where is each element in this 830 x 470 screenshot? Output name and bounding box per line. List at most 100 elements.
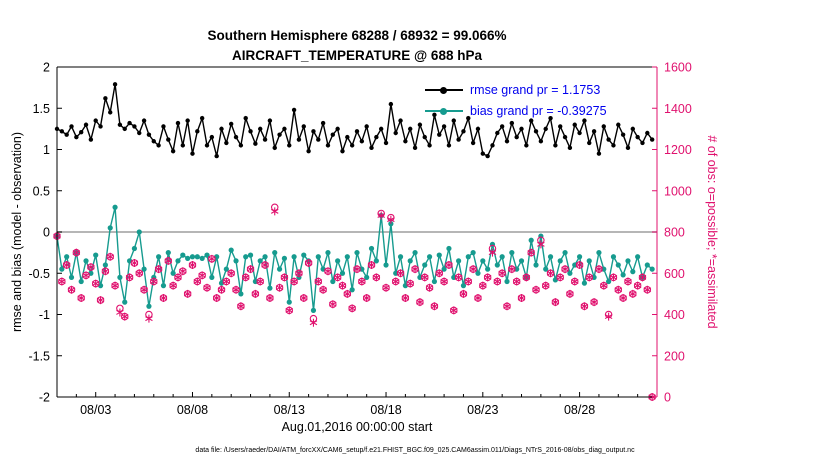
assimilated-marker: [203, 283, 211, 292]
left-tick-label: 1: [43, 143, 50, 157]
rmse-marker: [204, 143, 210, 148]
bias-marker: [93, 252, 99, 258]
rmse-marker: [78, 129, 84, 135]
assimilated-marker: [295, 269, 303, 278]
rmse-marker: [432, 112, 437, 118]
bias-marker: [330, 278, 336, 285]
bias-marker: [547, 254, 554, 260]
bias-marker: [141, 266, 147, 272]
assimilated-marker: [285, 306, 294, 315]
bias-line: [56, 207, 653, 311]
bias-marker: [562, 250, 568, 256]
assimilated-marker: [101, 267, 110, 276]
bias-marker: [170, 270, 176, 276]
rmse-marker: [83, 122, 89, 127]
rmse-marker: [412, 145, 418, 151]
rmse-marker: [349, 143, 355, 148]
rmse-marker: [572, 122, 577, 127]
bias-marker: [349, 287, 355, 293]
assimilated-marker: [425, 283, 434, 292]
right-tick-label: 0: [664, 391, 671, 405]
bias-marker: [209, 274, 215, 280]
bias-marker: [397, 254, 404, 260]
bias-marker: [310, 307, 317, 313]
bias-marker: [407, 258, 413, 264]
assimilated-marker: [183, 289, 192, 298]
assimilated-marker: [551, 298, 560, 307]
rmse-marker: [504, 139, 510, 144]
bias-marker: [625, 258, 631, 264]
right-tick-label: 600: [664, 267, 685, 281]
rmse-marker: [446, 143, 452, 148]
bias-marker: [189, 254, 196, 260]
assimilated-marker: [329, 300, 337, 309]
assimilated-marker: [304, 258, 313, 267]
rmse-marker: [553, 143, 558, 148]
assimilated-marker: [604, 312, 613, 321]
bias-marker: [112, 204, 118, 210]
rmse-marker: [233, 134, 239, 140]
bias-marker: [185, 255, 191, 261]
rmse-marker: [98, 124, 103, 129]
assimilated-marker: [125, 273, 134, 282]
bias-marker: [436, 252, 442, 258]
legend-row-rmse: rmse grand pr = 1.1753: [425, 79, 607, 100]
rmse-marker: [272, 145, 277, 151]
rmse-marker: [606, 137, 611, 142]
bias-marker: [383, 262, 389, 268]
bias-marker: [567, 270, 573, 276]
rmse-marker: [470, 140, 476, 146]
bias-marker: [422, 262, 428, 268]
chart-title-line1: Southern Hemisphere 68288 / 68932 = 99.0…: [207, 28, 507, 43]
assimilated-marker: [590, 298, 598, 307]
rmse-line: [56, 84, 653, 158]
rmse-marker: [340, 148, 345, 154]
assimilated-marker: [454, 273, 463, 282]
bias-marker: [393, 270, 399, 276]
assimilated-marker: [377, 211, 385, 220]
assimilated-marker: [575, 261, 584, 269]
rmse-marker: [238, 143, 244, 148]
rmse-marker: [611, 143, 616, 148]
bias-marker: [514, 266, 520, 272]
bias-marker: [456, 258, 462, 264]
assimilated-marker: [212, 294, 221, 302]
assimilated-marker: [508, 265, 516, 274]
bias-marker: [78, 278, 84, 285]
assimilated-marker: [561, 265, 569, 274]
bias-marker: [267, 285, 273, 291]
assimilated-marker: [193, 277, 202, 286]
rmse-marker: [456, 137, 461, 142]
rmse-marker: [485, 153, 490, 159]
rmse-marker: [461, 129, 466, 134]
assimilated-marker: [135, 269, 144, 278]
rmse-marker: [499, 124, 505, 129]
chart-title: Southern Hemisphere 68288 / 68932 = 99.0…: [57, 26, 657, 66]
assimilated-marker: [503, 302, 511, 311]
bias-marker: [431, 278, 438, 285]
bias-marker: [156, 254, 162, 260]
bias-marker: [223, 266, 229, 272]
rmse-marker: [393, 130, 398, 136]
rmse-marker: [175, 120, 181, 126]
assimilated-marker: [430, 302, 439, 311]
bias-marker: [315, 254, 321, 260]
bias-marker: [68, 274, 75, 280]
rmse-marker: [388, 101, 394, 107]
bias-marker: [649, 266, 655, 272]
assimilated-marker: [358, 277, 366, 286]
bias-marker: [485, 266, 491, 272]
rmse-marker: [224, 140, 229, 146]
rmse-marker: [127, 120, 132, 126]
rmse-marker: [364, 124, 369, 129]
assimilated-marker: [445, 261, 453, 269]
rmse-marker: [296, 137, 302, 142]
rmse-marker: [141, 118, 147, 123]
bias-marker: [64, 254, 70, 260]
assimilated-marker: [396, 269, 405, 278]
data-file-caption: data file: /Users/raeder/DAI/ATM_forcXX/…: [195, 447, 635, 454]
rmse-marker: [156, 143, 161, 148]
bias-marker: [596, 250, 602, 256]
bias-marker: [252, 278, 258, 285]
right-tick-label: 1200: [664, 143, 692, 157]
